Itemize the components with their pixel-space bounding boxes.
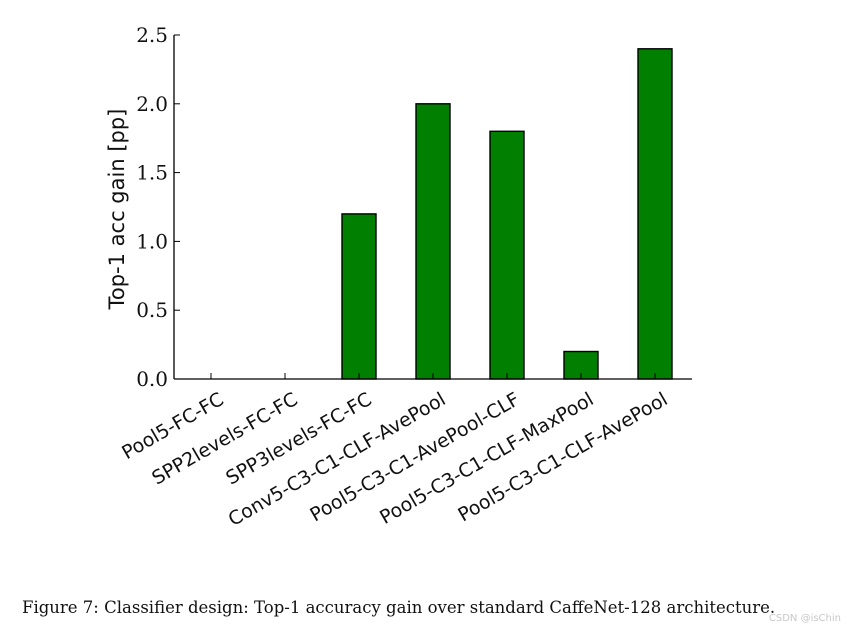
y-ticks-group: 0.0 0.5 1.0 1.5 2.0 2.5 <box>136 23 180 391</box>
y-axis-label: Top-1 acc gain [pp] <box>105 109 129 311</box>
y-tick-label: 2.0 <box>136 92 168 116</box>
watermark: CSDN @isChin <box>768 613 841 624</box>
y-tick-label: 1.5 <box>136 161 168 185</box>
y-tick-label: 2.5 <box>136 23 168 47</box>
bar-5 <box>489 130 525 380</box>
y-tick-label: 0.5 <box>136 298 168 322</box>
bars-group <box>341 48 673 380</box>
y-tick-label: 0.0 <box>136 367 168 391</box>
bar-7 <box>637 48 673 380</box>
bar-4 <box>415 103 451 380</box>
x-ticks-group: Pool5-FC-FCSPP2levels-FC-FCSPP3levels-FC… <box>118 373 672 531</box>
bar-chart: 0.0 0.5 1.0 1.5 2.0 2.5 Pool5-FC-FCSPP2levels… <box>105 23 692 531</box>
figure-caption: Figure 7: Classifier design: Top-1 accur… <box>22 598 776 617</box>
y-tick-label: 1.0 <box>136 229 168 253</box>
bar-3 <box>341 213 377 380</box>
